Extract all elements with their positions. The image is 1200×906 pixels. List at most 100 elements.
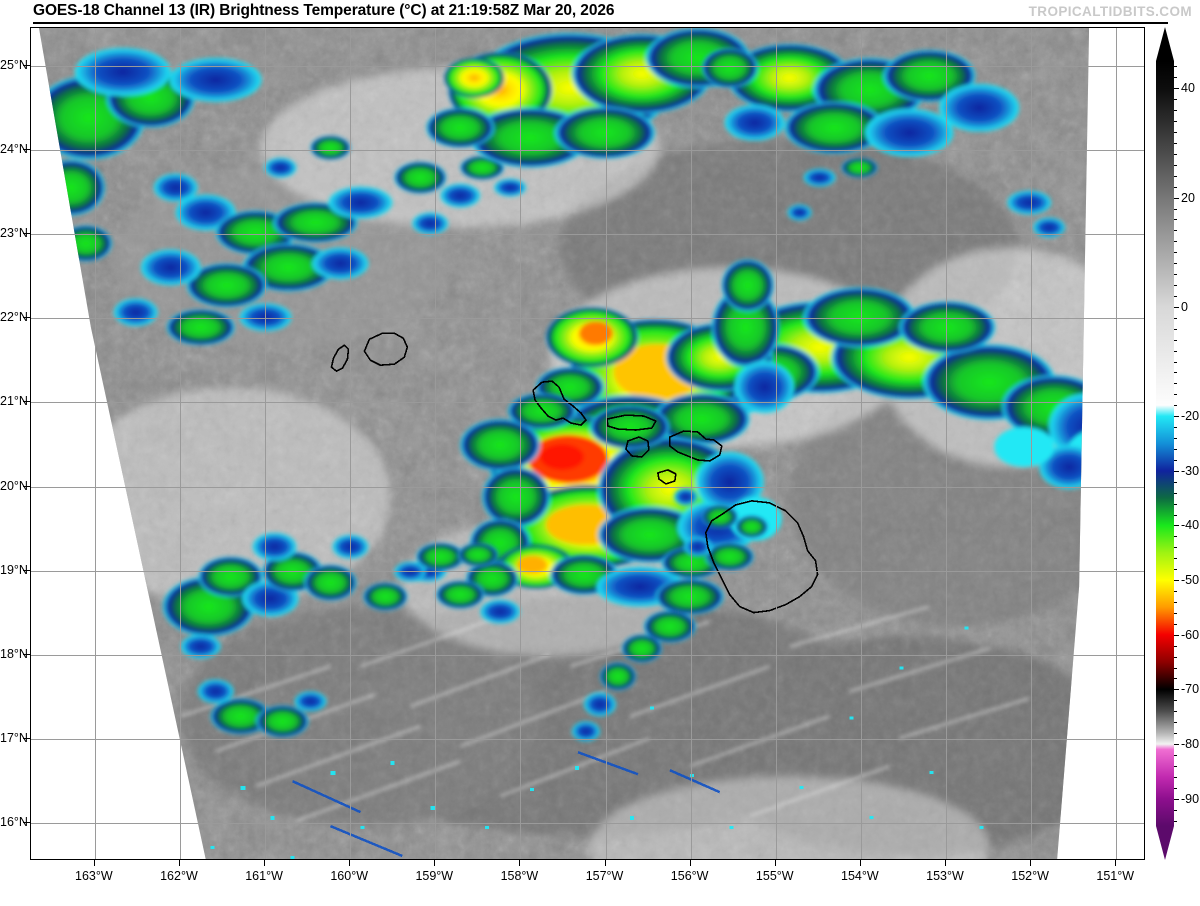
colorbar-tick [1174, 525, 1179, 527]
colorbar-label: -30 [1181, 463, 1200, 478]
axis-label-latitude: 16°N [0, 815, 28, 830]
axis-label-longitude: 162°W [160, 869, 198, 883]
gridline-longitude [945, 28, 947, 859]
gridline-latitude [31, 654, 1144, 656]
axis-label-latitude: 18°N [0, 646, 28, 661]
colorbar-minor-tick [1174, 153, 1177, 155]
gridline-longitude [265, 28, 267, 859]
colorbar-minor-tick [1174, 448, 1177, 450]
colorbar-minor-tick [1174, 208, 1177, 210]
colorbar-label: 20 [1181, 190, 1195, 205]
axis-label-longitude: 154°W [841, 869, 879, 883]
gridline-longitude [435, 28, 437, 859]
gridline-latitude [31, 234, 1144, 236]
colorbar-tick [1174, 580, 1179, 582]
gridline-latitude [31, 570, 1144, 572]
colorbar-label: 40 [1181, 81, 1195, 96]
colorbar-label: -80 [1181, 737, 1200, 752]
colorbar-minor-tick [1174, 492, 1177, 494]
colorbar-minor-tick [1174, 241, 1177, 243]
colorbar-minor-tick [1174, 427, 1177, 429]
colorbar-minor-tick [1174, 394, 1177, 396]
colorbar-minor-tick [1174, 711, 1177, 713]
colorbar-minor-tick [1174, 547, 1177, 549]
colorbar-label: -70 [1181, 682, 1200, 697]
colorbar-minor-tick [1174, 558, 1177, 560]
colorbar-minor-tick [1174, 383, 1177, 385]
colorbar-tick [1174, 306, 1179, 308]
gridline-longitude [520, 28, 522, 859]
gridline-latitude [31, 486, 1144, 488]
colorbar-minor-tick [1174, 328, 1177, 330]
axis-tick-y [23, 317, 30, 319]
colorbar-minor-tick [1174, 175, 1177, 177]
colorbar-minor-tick [1174, 733, 1177, 735]
axis-tick-y [23, 569, 30, 571]
axis-label-longitude: 158°W [500, 869, 539, 883]
gridline-longitude [860, 28, 862, 859]
gridline-longitude [94, 28, 96, 859]
gridline-latitude [31, 823, 1144, 825]
axis-tick-y [23, 653, 30, 655]
colorbar-tick [1174, 744, 1179, 746]
axis-label-longitude: 160°W [330, 869, 368, 883]
colorbar-minor-tick [1174, 285, 1177, 287]
axis-label-latitude: 25°N [0, 57, 28, 72]
gridline-latitude [31, 402, 1144, 404]
satellite-image-plot[interactable] [30, 27, 1145, 860]
axis-tick-x [604, 860, 606, 866]
gridline-latitude [31, 318, 1144, 320]
axis-label-longitude: 155°W [755, 869, 794, 883]
colorbar[interactable] [1156, 27, 1174, 860]
axis-tick-y [23, 737, 30, 739]
colorbar-label: 0 [1181, 299, 1188, 314]
axis-tick-x [93, 860, 95, 866]
colorbar-minor-tick [1174, 317, 1177, 319]
axis-tick-y [23, 401, 30, 403]
colorbar-minor-tick [1174, 601, 1177, 603]
gridline-longitude [1031, 28, 1033, 859]
colorbar-minor-tick [1174, 623, 1177, 625]
axis-tick-y [23, 64, 30, 66]
colorbar-minor-tick [1174, 765, 1177, 767]
axis-label-longitude: 153°W [926, 869, 964, 883]
axis-tick-x [349, 860, 351, 866]
axis-tick-x [689, 860, 691, 866]
colorbar-minor-tick [1174, 219, 1177, 221]
axis-tick-x [519, 860, 521, 866]
colorbar-label: -50 [1181, 573, 1200, 588]
colorbar-minor-tick [1174, 787, 1177, 789]
axis-tick-x [859, 860, 861, 866]
colorbar-minor-tick [1174, 164, 1177, 166]
colorbar-tick [1174, 470, 1179, 472]
axis-label-latitude: 20°N [0, 478, 28, 493]
colorbar-minor-tick [1174, 722, 1177, 724]
colorbar-minor-tick [1174, 820, 1177, 822]
header-bar: GOES-18 Channel 13 (IR) Brightness Tempe… [0, 0, 1200, 24]
colorbar-minor-tick [1174, 66, 1177, 68]
axis-tick-y [23, 233, 30, 235]
axis-tick-y [23, 822, 30, 824]
axis-tick-x [264, 860, 266, 866]
axis-tick-y [23, 485, 30, 487]
colorbar-minor-tick [1174, 110, 1177, 112]
colorbar-minor-tick [1174, 142, 1177, 144]
colorbar-tick [1174, 798, 1179, 800]
axis-label-longitude: 157°W [585, 869, 624, 883]
axis-tick-x [1030, 860, 1032, 866]
axis-tick-y [23, 149, 30, 150]
colorbar-minor-tick [1174, 536, 1177, 538]
colorbar-tick [1174, 197, 1179, 199]
colorbar-minor-tick [1174, 569, 1177, 571]
colorbar-minor-tick [1174, 186, 1177, 188]
colorbar-minor-tick [1174, 361, 1177, 363]
colorbar-label: -60 [1181, 627, 1200, 642]
colorbar-minor-tick [1174, 754, 1177, 756]
colorbar-minor-tick [1174, 350, 1177, 352]
axis-tick-x [774, 860, 776, 866]
page-title: GOES-18 Channel 13 (IR) Brightness Tempe… [33, 2, 615, 19]
colorbar-tick [1174, 634, 1179, 636]
colorbar-minor-tick [1174, 339, 1177, 341]
colorbar-minor-tick [1174, 678, 1177, 680]
axis-tick-x [1115, 860, 1117, 866]
